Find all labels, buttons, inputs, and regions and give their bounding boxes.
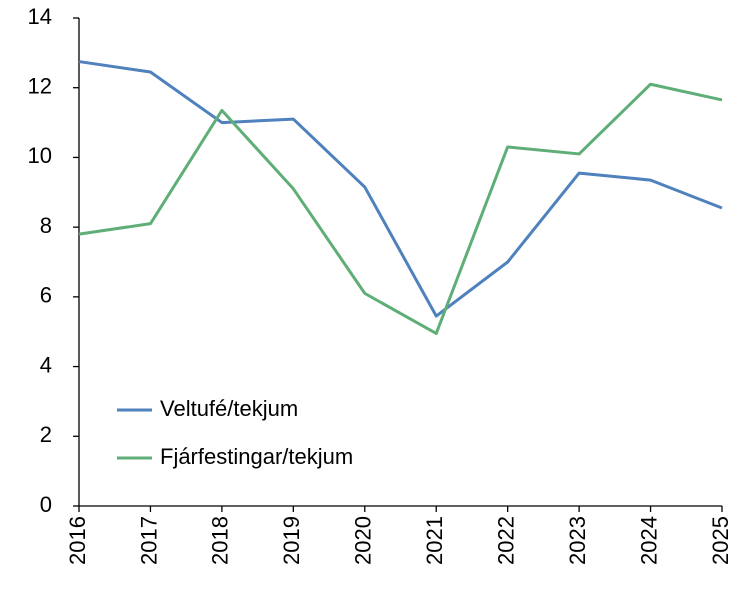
x-tick-label: 2021 [422,516,447,565]
y-tick-label: 12 [28,74,52,99]
y-tick-label: 2 [40,422,52,447]
x-tick-label: 2024 [636,516,661,565]
y-tick-label: 14 [28,4,52,29]
y-tick-label: 0 [40,492,52,517]
x-tick-label: 2022 [493,516,518,565]
x-tick-label: 2020 [351,516,376,565]
x-tick-label: 2025 [708,516,733,565]
x-tick-label: 2018 [208,516,233,565]
y-tick-label: 6 [40,283,52,308]
x-tick-label: 2019 [279,516,304,565]
y-tick-label: 10 [28,143,52,168]
line-series [78,60,723,318]
y-tick-label: 4 [40,352,52,377]
line-series [78,82,723,335]
y-tick-label: 8 [40,213,52,238]
legend-label: Fjárfestingar/tekjum [160,444,353,469]
x-tick-label: 2016 [65,516,90,565]
x-tick-label: 2023 [565,516,590,565]
x-tick-label: 2017 [136,516,161,565]
legend-label: Veltufé/tekjum [160,396,298,421]
